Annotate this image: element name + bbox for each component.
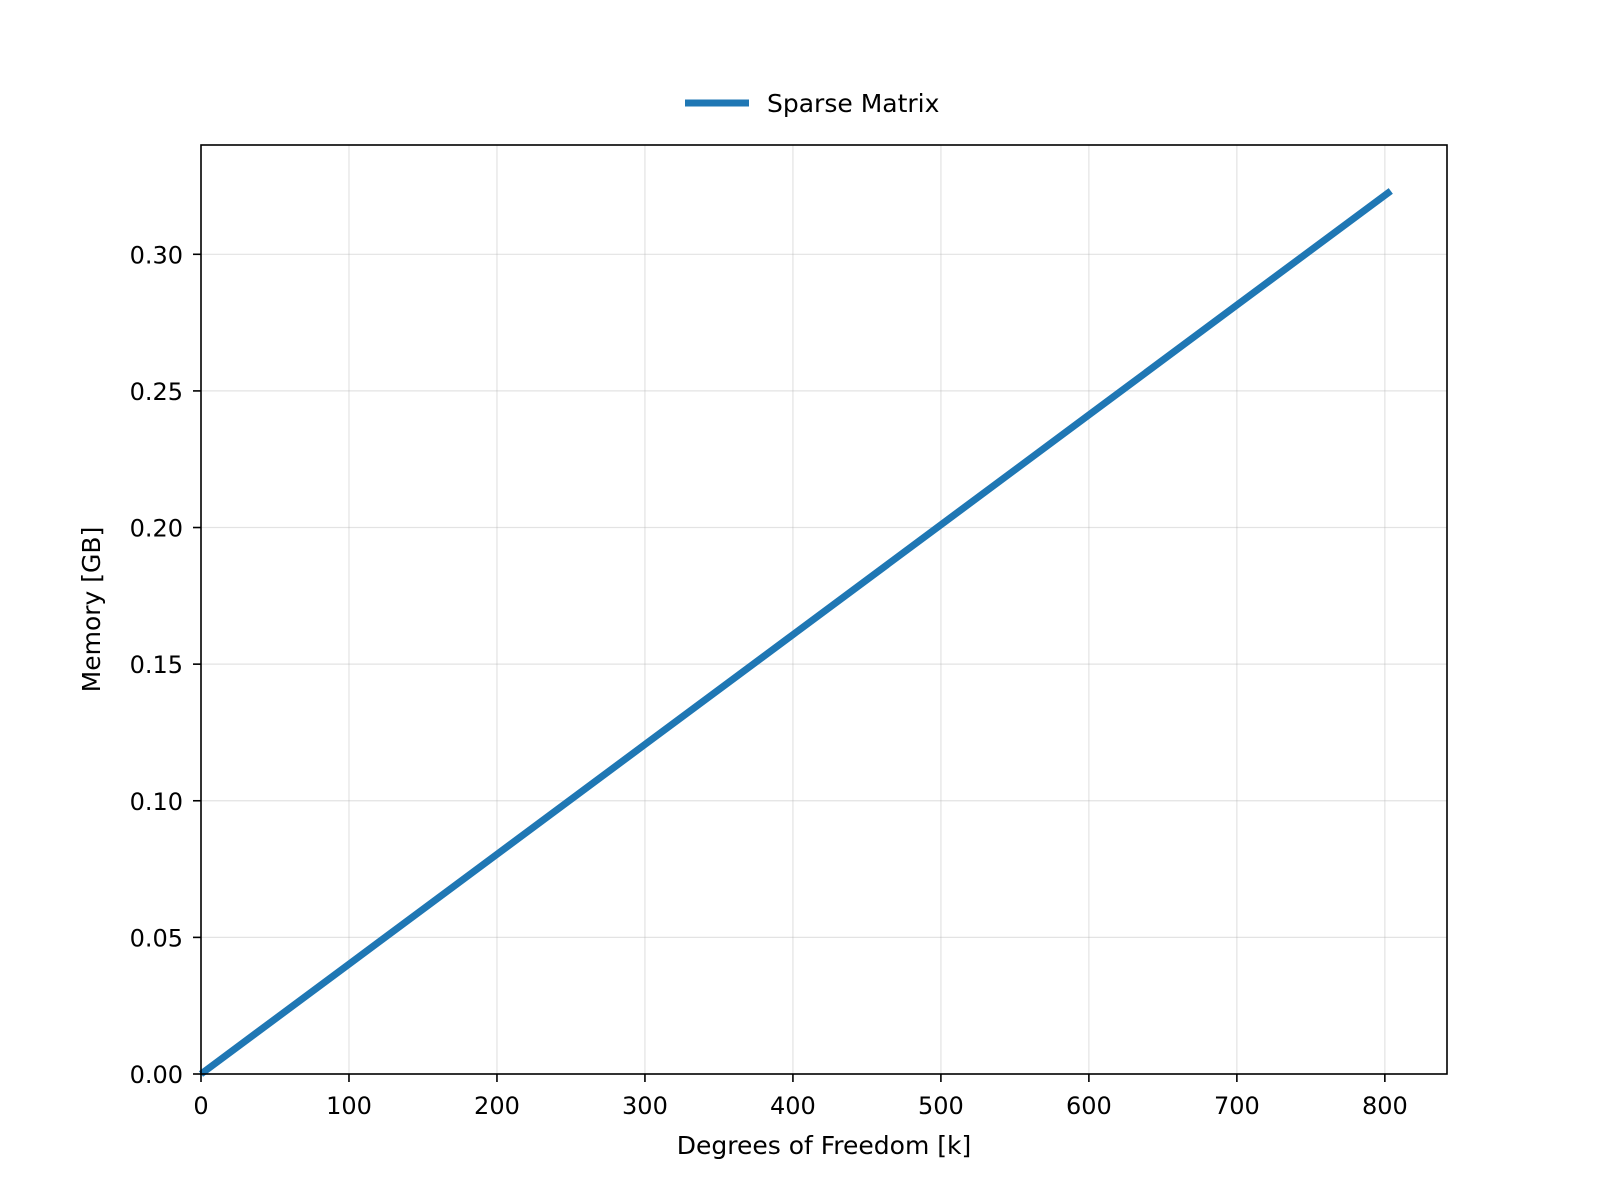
x-axis-label: Degrees of Freedom [k] bbox=[677, 1131, 972, 1160]
plot-frame bbox=[200, 144, 1448, 1075]
legend: Sparse Matrix bbox=[685, 89, 939, 118]
y-axis-ticks: 0.00 0.05 0.10 0.15 0.20 0.25 0.30 bbox=[130, 241, 201, 1089]
x-tick-label: 400 bbox=[770, 1092, 816, 1120]
x-tick-label: 100 bbox=[326, 1092, 372, 1120]
y-tick-label: 0.10 bbox=[130, 788, 183, 816]
y-tick-label: 0.25 bbox=[130, 378, 183, 406]
series-layer bbox=[198, 188, 1393, 1077]
y-tick-label: 0.00 bbox=[130, 1061, 183, 1089]
x-tick-label: 600 bbox=[1066, 1092, 1112, 1120]
grid bbox=[200, 145, 1447, 1075]
legend-label-sparse-matrix: Sparse Matrix bbox=[767, 89, 939, 118]
x-tick-label: 500 bbox=[918, 1092, 964, 1120]
x-tick-label: 0 bbox=[193, 1092, 208, 1120]
x-axis-ticks: 0 100 200 300 400 500 600 700 800 bbox=[193, 1074, 1408, 1120]
x-tick-label: 300 bbox=[622, 1092, 668, 1120]
x-tick-label: 700 bbox=[1214, 1092, 1260, 1120]
series-line-sparse-matrix bbox=[198, 188, 1393, 1077]
y-axis-label: Memory [GB] bbox=[77, 527, 106, 693]
x-tick-label: 800 bbox=[1362, 1092, 1408, 1120]
y-tick-label: 0.30 bbox=[130, 241, 183, 269]
x-tick-label: 200 bbox=[474, 1092, 520, 1120]
y-tick-label: 0.15 bbox=[130, 651, 183, 679]
y-tick-label: 0.20 bbox=[130, 515, 183, 543]
y-tick-label: 0.05 bbox=[130, 924, 183, 952]
